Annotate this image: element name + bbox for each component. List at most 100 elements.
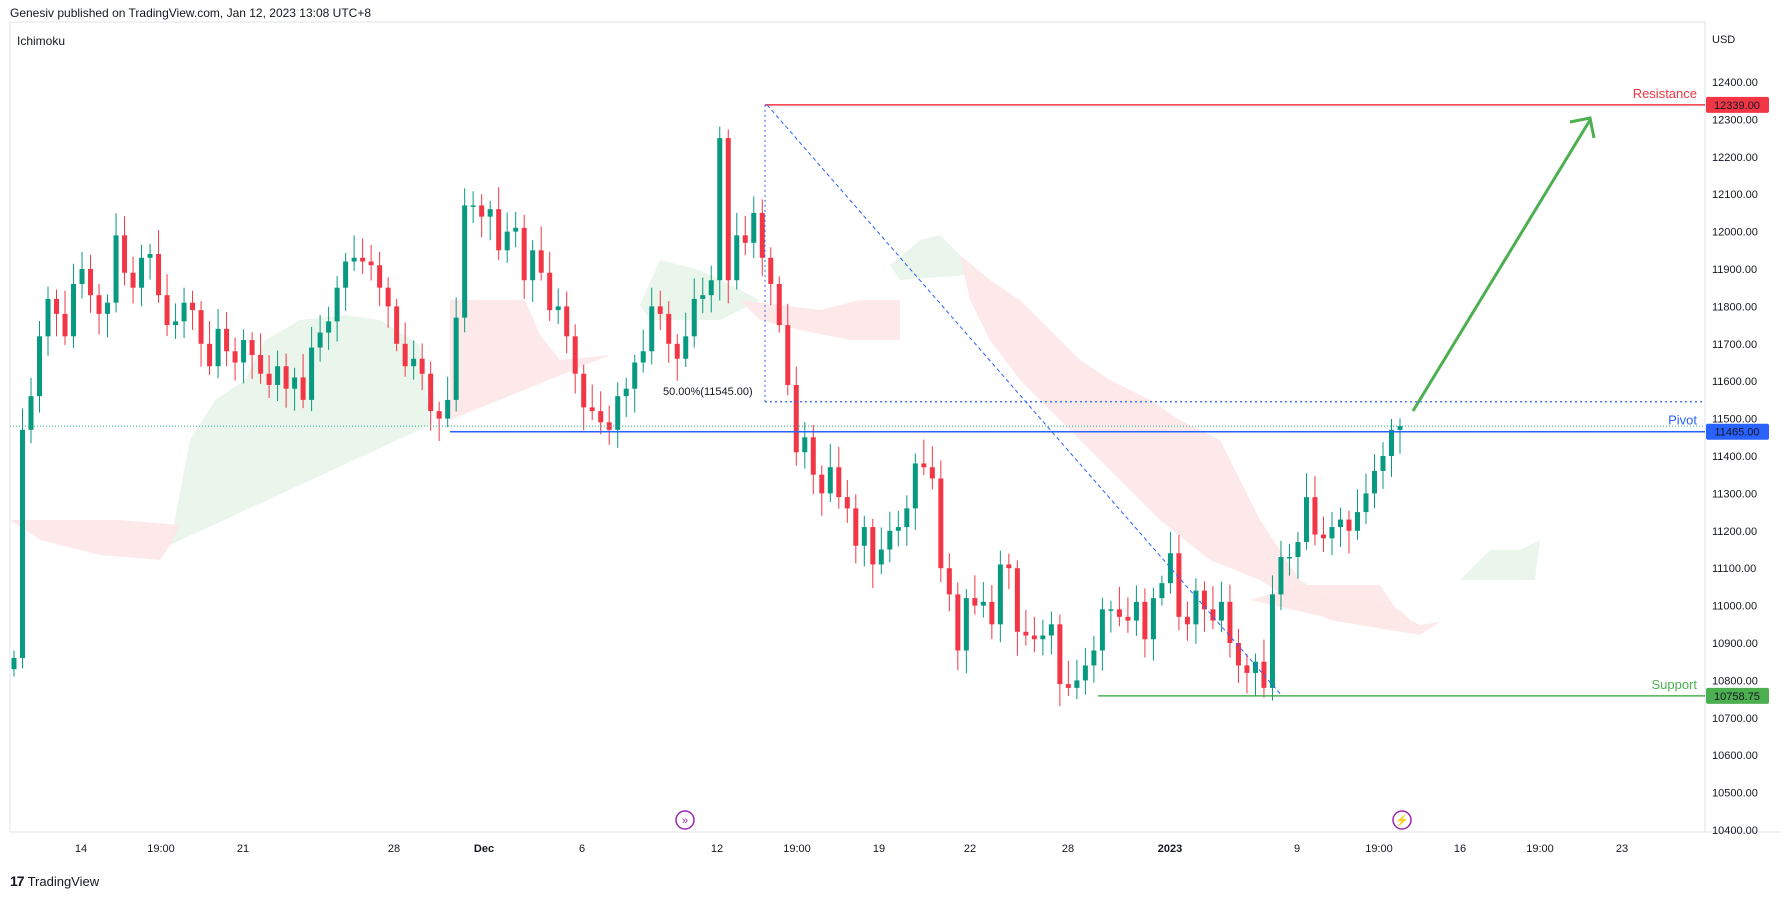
x-tick-label: 19 [873, 843, 885, 855]
candle-body [428, 373, 434, 412]
candle-body [275, 366, 281, 385]
y-tick-label: 11300.00 [1712, 488, 1757, 500]
x-tick-label: 19:00 [783, 843, 811, 855]
candle-body [1388, 429, 1394, 456]
candle-body [402, 343, 408, 367]
level-lines: Resistance 12339.00 Pivot 11465.00 Support 10… [450, 86, 1769, 704]
lightning-icon-glyph: ⚡ [1395, 814, 1409, 827]
y-tick-label: 10600.00 [1712, 750, 1758, 762]
x-tick-label: 19:00 [1526, 843, 1554, 855]
cloud-red-4 [960, 255, 1410, 630]
candle-body [666, 313, 672, 344]
candle-body [241, 340, 247, 363]
level-price-resistance: 12339.00 [1714, 100, 1760, 112]
candle-body [674, 343, 680, 359]
candle-body [1023, 631, 1029, 636]
tradingview-brand[interactable]: 17 TradingView [10, 872, 99, 890]
candle-body [1346, 519, 1352, 531]
candle-body [836, 467, 842, 498]
y-tick-label: 12400.00 [1712, 77, 1758, 89]
x-tick-label: 21 [237, 843, 249, 855]
candle-body [130, 272, 136, 288]
candle-body [997, 564, 1003, 625]
candle-body [870, 527, 876, 565]
candle-body [1380, 456, 1386, 471]
y-tick-label: 11700.00 [1712, 339, 1757, 351]
level-price-tag-support [1706, 687, 1769, 704]
candle-body [283, 366, 289, 389]
candle-body [1184, 616, 1190, 625]
candle-body [181, 302, 187, 322]
candle-body [802, 437, 808, 453]
candle-body [105, 302, 111, 314]
candle-body [368, 261, 374, 266]
candle-body [190, 302, 196, 311]
candle-body [1210, 609, 1216, 621]
candle-body [496, 209, 502, 251]
candle-body [810, 437, 816, 475]
candle-body [1303, 497, 1309, 543]
candle-body [207, 343, 213, 367]
candle-body [1116, 609, 1122, 617]
candle-body [1176, 553, 1182, 617]
x-tick-label: 28 [1062, 843, 1074, 855]
fib-level-label: 50.00%(11545.00) [663, 386, 753, 398]
candle-body [1363, 493, 1369, 513]
candle-body [487, 209, 493, 217]
level-price-pivot: 11465.00 [1714, 427, 1759, 439]
candle-body [878, 549, 884, 565]
candle-body [904, 508, 910, 528]
candle-body [1201, 590, 1207, 610]
replay-icon-glyph: » [682, 815, 688, 827]
y-tick-label: 11100.00 [1712, 563, 1756, 575]
candle-body [980, 601, 986, 606]
candle-body [470, 205, 476, 207]
chart-frame [9, 21, 1780, 833]
candle-body [972, 598, 978, 606]
forecast-arrowhead-icon [1569, 116, 1596, 139]
candlesticks [11, 126, 1403, 707]
candle-body [572, 336, 578, 374]
indicator-label[interactable]: Ichimoku [17, 34, 66, 48]
cloud-red-5 [1250, 585, 1440, 635]
candle-body [258, 355, 264, 374]
y-tick-label: 11200.00 [1712, 526, 1757, 538]
candle-body [1286, 556, 1292, 559]
candle-body [122, 235, 128, 273]
candle-body [963, 598, 969, 651]
candle-body [649, 306, 655, 352]
candle-body [62, 313, 68, 337]
candle-body [300, 377, 306, 400]
candle-body [929, 467, 935, 479]
candle-body [513, 227, 519, 232]
candle-body [530, 250, 536, 281]
y-tick-label: 10800.00 [1712, 675, 1758, 687]
candle-body [581, 373, 587, 408]
y-tick-label: 10900.00 [1712, 638, 1758, 650]
candle-body [853, 508, 859, 546]
candle-body [751, 212, 757, 243]
level-name-pivot: Pivot [1668, 413, 1697, 428]
candle-body [504, 231, 510, 251]
candle-body [343, 261, 349, 288]
candle-body [1006, 564, 1012, 569]
candle-body [1142, 601, 1148, 640]
candle-body [147, 254, 153, 258]
x-tick-label: 14 [75, 843, 87, 855]
candle-body [173, 321, 179, 326]
candle-body [768, 257, 774, 284]
candle-body [224, 328, 230, 352]
level-name-resistance: Resistance [1633, 86, 1697, 101]
candle-body [1074, 680, 1080, 688]
candle-body [88, 269, 94, 296]
candle-body [79, 269, 85, 284]
time-axis: 14 19:00 21 28 Dec 6 12 19:00 19 22 28 2023 9 19:00 16… [75, 843, 1628, 855]
candle-body [37, 336, 43, 397]
fib-drawing-line [766, 104, 1283, 697]
candle-body [819, 474, 825, 494]
candle-body [1099, 609, 1105, 651]
candle-body [164, 295, 170, 326]
candle-body [759, 212, 765, 258]
x-tick-label: 23 [1616, 843, 1628, 855]
